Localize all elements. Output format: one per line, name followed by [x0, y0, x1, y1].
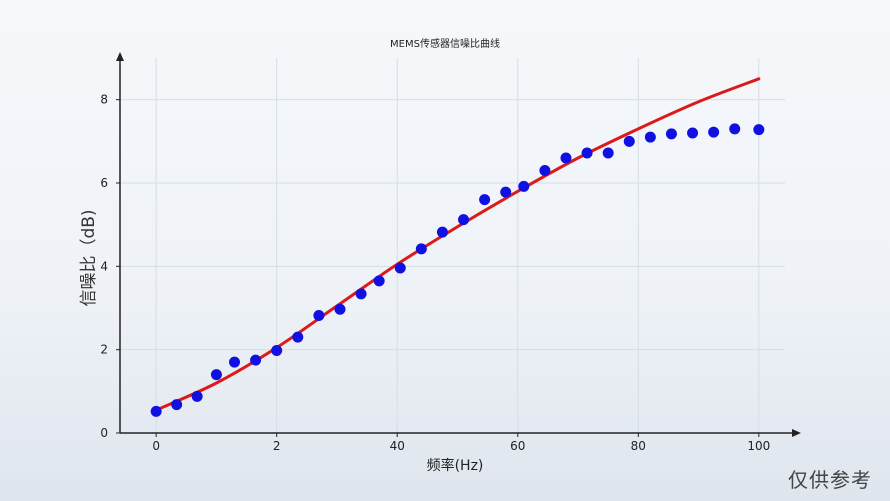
y-tick-label: 6: [100, 176, 108, 190]
scatter-point: [150, 405, 162, 417]
scatter-point: [665, 128, 677, 140]
y-axis-arrow: [116, 52, 124, 61]
scatter-point: [623, 135, 635, 147]
x-axis-arrow: [792, 429, 801, 437]
fit-curve-line: [154, 77, 761, 412]
scatter-point: [415, 243, 427, 255]
x-tick-label: 0: [152, 439, 160, 453]
scatter-point: [581, 147, 593, 159]
x-tick-label: 40: [390, 439, 405, 453]
scatter-point: [708, 126, 720, 138]
scatter-point: [644, 131, 656, 143]
y-tick-label: 0: [100, 426, 108, 440]
y-tick-label: 4: [100, 259, 108, 273]
scatter-point: [687, 127, 699, 139]
x-tick-label: 80: [631, 439, 646, 453]
scatter-point: [560, 152, 572, 164]
scatter-point: [500, 186, 512, 198]
x-tick-label: 100: [747, 439, 770, 453]
scatter-point: [373, 275, 385, 287]
chart-title: MEMS传感器信噪比曲线: [390, 37, 500, 50]
watermark-text: 仅供参考: [788, 468, 872, 492]
scatter-point: [171, 399, 183, 411]
scatter-point: [210, 369, 222, 381]
scatter-point: [753, 124, 765, 136]
scatter-point: [229, 356, 241, 368]
scatter-point: [313, 310, 325, 321]
y-tick-label: 2: [100, 343, 108, 357]
scatter-point: [436, 226, 448, 238]
scatter-point: [458, 214, 470, 226]
scatter-point: [250, 354, 262, 366]
scatter-point: [394, 262, 406, 274]
x-tick-label: 2: [273, 439, 281, 453]
scatter-point: [355, 288, 367, 300]
scatter-point: [539, 165, 551, 176]
y-tick-label: 8: [100, 93, 108, 107]
scatter-point: [602, 147, 614, 159]
scatter-point: [334, 303, 346, 315]
scatter-point: [271, 345, 283, 356]
scatter-point: [191, 390, 203, 402]
x-tick-label: 60: [510, 439, 525, 453]
x-axis-label: 频率(Hz): [427, 457, 484, 474]
scatter-point: [729, 123, 741, 135]
scatter-point: [292, 331, 304, 343]
y-axis-label: 信噪比（dB): [79, 209, 99, 306]
scatter-point: [518, 180, 530, 192]
scatter-point: [479, 194, 491, 206]
